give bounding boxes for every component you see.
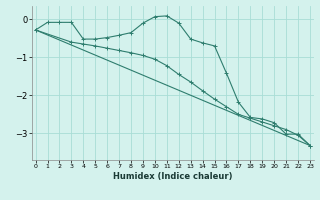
X-axis label: Humidex (Indice chaleur): Humidex (Indice chaleur) (113, 172, 233, 181)
